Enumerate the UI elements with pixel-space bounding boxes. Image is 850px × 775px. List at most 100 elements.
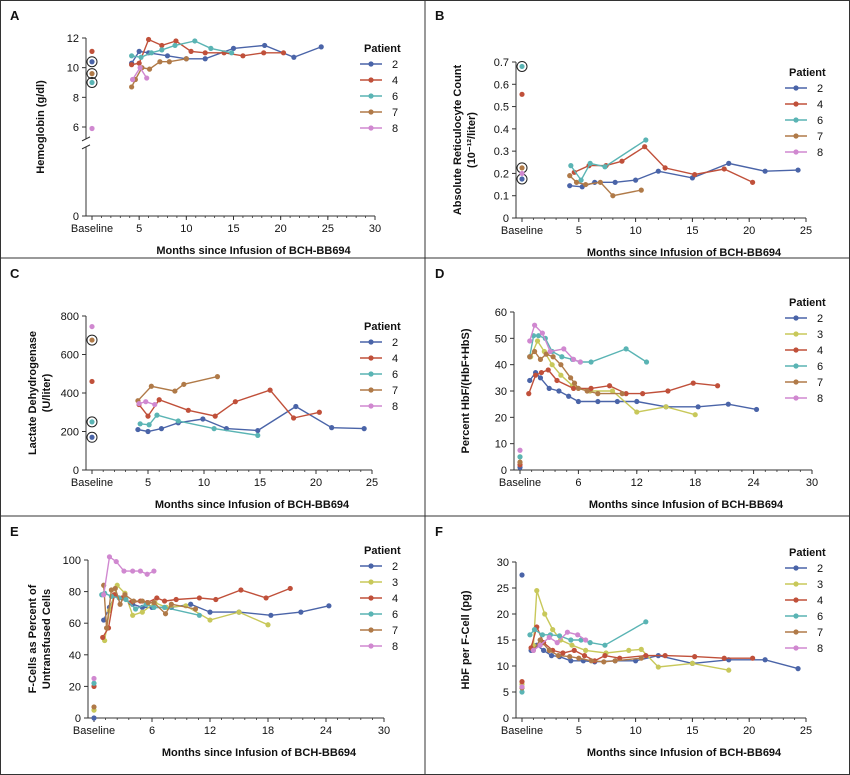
baseline-point-7 [519, 165, 525, 171]
legend-swatch-dot [368, 355, 374, 361]
data-point [556, 633, 563, 639]
data-point [575, 398, 581, 405]
data-point [161, 604, 168, 610]
data-point [236, 609, 242, 615]
data-point [240, 53, 246, 59]
legend-swatch-dot [793, 149, 799, 155]
data-point [144, 75, 150, 81]
data-point [230, 45, 237, 51]
data-point [291, 54, 297, 60]
data-point [575, 385, 581, 391]
data-point [612, 179, 618, 185]
x-tick-label: 10 [180, 223, 192, 235]
data-point [597, 179, 603, 185]
legend-label-8: 8 [392, 401, 398, 413]
series-2 [86, 403, 367, 443]
data-point [200, 416, 206, 422]
legend-title: Patient [789, 67, 826, 79]
data-point [164, 53, 171, 59]
baseline-point-6 [519, 689, 525, 695]
series-6 [516, 60, 649, 183]
panel-letter: F [435, 524, 443, 539]
axes: 0 6 8 10 12 Baseline 5 10 15 20 25 30 [67, 33, 381, 235]
legend-label-6: 6 [817, 115, 823, 127]
data-point [587, 160, 593, 166]
x-tick-label: 15 [686, 725, 698, 737]
data-point [156, 397, 162, 403]
data-point [539, 632, 546, 638]
legend: Patient 2 4 6 7 8 [360, 321, 401, 413]
baseline-point-6 [517, 454, 523, 460]
data-point [537, 375, 544, 381]
data-point [554, 377, 560, 384]
data-point [229, 50, 235, 56]
data-point [655, 664, 661, 670]
data-point [612, 658, 618, 664]
data-point [137, 421, 143, 427]
data-point [146, 36, 152, 43]
panel-letter: D [435, 266, 444, 281]
data-point [131, 598, 137, 604]
legend-label-8: 8 [817, 147, 823, 159]
series-line-7 [137, 375, 218, 402]
legend-swatch-dot [793, 581, 799, 587]
y-tick-label: 10 [67, 63, 79, 75]
legend: Patient 2 4 6 7 8 [785, 67, 826, 159]
x-tick-label: 15 [254, 477, 266, 489]
panel-letter: B [435, 8, 444, 23]
panel-c: C 0 200 400 600 800 Baseline 5 10 15 20 25 Months si… [10, 266, 401, 511]
legend-label-6: 6 [392, 91, 398, 103]
data-point [121, 568, 127, 574]
data-point [136, 48, 142, 54]
legend-title: Patient [364, 545, 401, 557]
data-point [692, 171, 698, 178]
legend-swatch-dot [793, 379, 799, 385]
legend-swatch-dot [368, 125, 374, 131]
data-point [546, 385, 552, 391]
data-point [550, 354, 556, 360]
y-tick-label: 20 [69, 681, 81, 693]
y-tick-label: 8 [73, 92, 79, 104]
data-point [207, 617, 213, 623]
legend-label-2: 2 [817, 563, 823, 575]
x-tick-label: 5 [576, 725, 582, 737]
x-tick-label: 20 [275, 223, 287, 235]
panel-letter: C [10, 266, 20, 281]
y-tick-label: 0.2 [494, 168, 509, 180]
series-line-6 [140, 414, 258, 436]
legend-label-7: 7 [392, 107, 398, 119]
series-line-2 [137, 405, 365, 433]
data-point [584, 388, 590, 394]
panel-letter: A [10, 8, 20, 23]
baseline-point-4 [89, 48, 95, 54]
legend-swatch-dot [793, 133, 799, 139]
y-tick-label: 0 [73, 211, 79, 223]
y-tick-label: 6 [73, 122, 79, 134]
data-point [188, 601, 194, 607]
baseline-point-7 [89, 337, 95, 343]
data-point [137, 65, 143, 71]
data-point [168, 601, 174, 607]
data-point [101, 617, 107, 623]
data-point [614, 398, 620, 405]
data-point [546, 647, 552, 653]
data-point [638, 646, 644, 652]
legend-label-7: 7 [817, 627, 823, 639]
data-point [795, 167, 801, 173]
data-point [172, 42, 178, 49]
y-tick-label: 0.4 [494, 124, 509, 136]
data-point [569, 642, 575, 648]
series-6 [86, 38, 235, 88]
y-tick-label: 80 [69, 587, 81, 599]
x-tick-label-baseline: Baseline [71, 223, 113, 235]
legend-swatch-dot [793, 315, 799, 321]
baseline-point-6 [89, 79, 95, 86]
legend-label-7: 7 [817, 131, 823, 143]
data-point [577, 359, 583, 365]
data-point [638, 187, 644, 193]
x-tick-label: 5 [136, 223, 142, 235]
panel-letter: E [10, 524, 19, 539]
y-tick-label: 0 [73, 465, 79, 477]
data-point [192, 38, 198, 44]
legend: Patient 2 3 4 6 7 8 [785, 297, 826, 405]
